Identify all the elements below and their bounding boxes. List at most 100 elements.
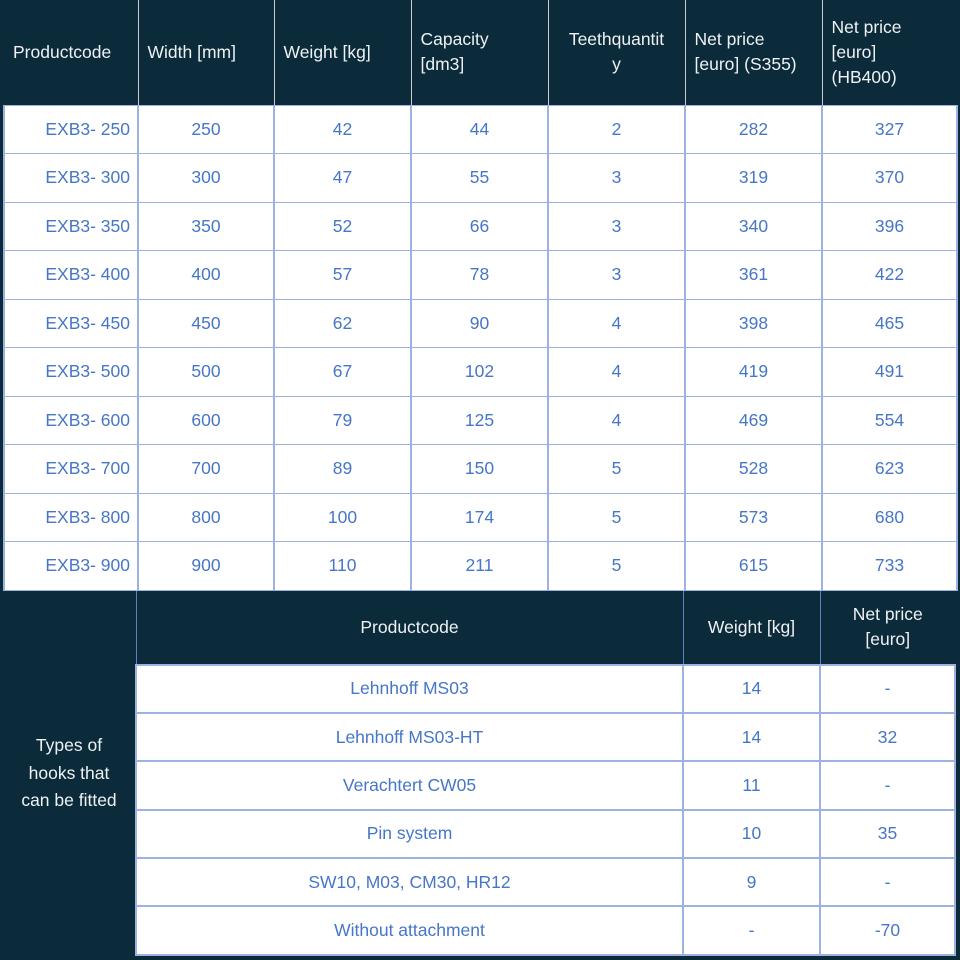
cell-productcode: EXB3- 400 xyxy=(3,250,139,300)
cell-weight: 79 xyxy=(273,395,412,445)
product-price-table: Productcode Width [mm] Weight [kg] Capac… xyxy=(3,0,958,591)
cell-capacity: 211 xyxy=(410,541,549,591)
hooks-column-header-productcode-label: Productcode xyxy=(360,617,459,638)
hooks-table-row: Lehnhoff MS03 14 - xyxy=(135,663,956,714)
cell-teethquantity: 5 xyxy=(547,444,686,494)
column-header-netprice-s355-label: Net price [euro] (S355) xyxy=(694,29,797,75)
table-row: EXB3- 900 900 110 211 5 615 733 xyxy=(3,541,958,591)
cell-width: 800 xyxy=(137,492,275,542)
table-row: EXB3- 350 350 52 66 3 340 396 xyxy=(3,201,958,251)
cell-hook-productcode: SW10, M03, CM30, HR12 xyxy=(135,857,684,908)
table-row: EXB3- 500 500 67 102 4 419 491 xyxy=(3,347,958,397)
table-row: EXB3- 300 300 47 55 3 319 370 xyxy=(3,153,958,203)
hooks-header-row: Productcode Weight [kg] Net price [euro] xyxy=(135,590,955,665)
table-row: EXB3- 250 250 42 44 2 282 327 xyxy=(3,104,958,154)
cell-weight: 47 xyxy=(273,153,412,203)
cell-productcode: EXB3- 700 xyxy=(3,444,139,494)
cell-weight: 57 xyxy=(273,250,412,300)
cell-weight: 62 xyxy=(273,298,412,348)
cell-capacity: 125 xyxy=(410,395,549,445)
cell-hook-weight: 14 xyxy=(682,711,821,763)
hooks-table-row: SW10, M03, CM30, HR12 9 - xyxy=(135,857,956,908)
cell-productcode: EXB3- 900 xyxy=(3,541,139,591)
hooks-table-row: Verachtert CW05 11 - xyxy=(135,760,956,811)
cell-netprice-s355: 398 xyxy=(684,298,823,348)
cell-teethquantity: 2 xyxy=(547,104,686,154)
cell-productcode: EXB3- 800 xyxy=(3,492,139,542)
cell-capacity: 66 xyxy=(410,201,549,251)
cell-hook-netprice: - xyxy=(819,663,956,714)
column-header-productcode-label: Productcode xyxy=(13,42,112,63)
cell-hook-weight: 11 xyxy=(682,760,821,811)
cell-netprice-s355: 340 xyxy=(684,201,823,251)
cell-productcode: EXB3- 300 xyxy=(3,153,139,203)
hooks-column-header-weight-label: Weight [kg] xyxy=(707,617,796,638)
cell-teethquantity: 4 xyxy=(547,298,686,348)
cell-netprice-s355: 528 xyxy=(684,444,823,494)
cell-width: 400 xyxy=(137,250,275,300)
cell-netprice-hb400: 680 xyxy=(821,492,958,542)
cell-hook-netprice: - xyxy=(819,857,956,908)
cell-netprice-s355: 469 xyxy=(684,395,823,445)
cell-width: 600 xyxy=(137,395,275,445)
column-header-netprice-hb400-label: Net price [euro] (HB400) xyxy=(831,16,902,87)
cell-width: 700 xyxy=(137,444,275,494)
cell-width: 300 xyxy=(137,153,275,203)
cell-productcode: EXB3- 600 xyxy=(3,395,139,445)
cell-width: 250 xyxy=(137,104,275,154)
cell-hook-productcode: Without attachment xyxy=(135,905,684,956)
column-header-teethquantity: Teethquantity xyxy=(548,0,686,105)
cell-netprice-hb400: 327 xyxy=(821,104,958,154)
cell-netprice-hb400: 370 xyxy=(821,153,958,203)
hooks-column-header-productcode: Productcode xyxy=(135,590,684,665)
cell-hook-netprice: -70 xyxy=(819,905,956,956)
cell-teethquantity: 3 xyxy=(547,153,686,203)
hooks-section: Types of hooks that can be fitted Produc… xyxy=(3,590,956,956)
column-header-capacity-label: Capacity [dm3] xyxy=(420,29,489,75)
table-row: EXB3- 800 800 100 174 5 573 680 xyxy=(3,492,958,542)
cell-netprice-hb400: 422 xyxy=(821,250,958,300)
cell-netprice-hb400: 396 xyxy=(821,201,958,251)
hooks-table: Productcode Weight [kg] Net price [euro]… xyxy=(135,590,956,956)
hooks-table-row: Without attachment - -70 xyxy=(135,905,956,956)
cell-hook-productcode: Pin system xyxy=(135,808,684,860)
cell-hook-netprice: 32 xyxy=(819,711,956,763)
cell-hook-productcode: Lehnhoff MS03 xyxy=(135,663,684,714)
cell-netprice-s355: 615 xyxy=(684,541,823,591)
cell-productcode: EXB3- 450 xyxy=(3,298,139,348)
cell-teethquantity: 5 xyxy=(547,492,686,542)
hooks-row-label-text: Types of hooks that can be fitted xyxy=(21,735,117,810)
cell-capacity: 90 xyxy=(410,298,549,348)
cell-teethquantity: 3 xyxy=(547,201,686,251)
cell-netprice-s355: 573 xyxy=(684,492,823,542)
column-header-netprice-s355: Net price [euro] (S355) xyxy=(685,0,823,105)
hooks-column-header-netprice: Net price [euro] xyxy=(820,590,955,665)
table-row: EXB3- 700 700 89 150 5 528 623 xyxy=(3,444,958,494)
column-header-teethquantity-label: Teethquantity xyxy=(568,29,665,75)
cell-hook-productcode: Lehnhoff MS03-HT xyxy=(135,711,684,763)
cell-hook-weight: 10 xyxy=(682,808,821,860)
cell-productcode: EXB3- 350 xyxy=(3,201,139,251)
table-header-row: Productcode Width [mm] Weight [kg] Capac… xyxy=(4,0,957,105)
cell-productcode: EXB3- 500 xyxy=(3,347,139,397)
hooks-row-label: Types of hooks that can be fitted xyxy=(3,590,135,956)
column-header-weight: Weight [kg] xyxy=(274,0,412,105)
cell-capacity: 102 xyxy=(410,347,549,397)
cell-width: 350 xyxy=(137,201,275,251)
cell-capacity: 44 xyxy=(410,104,549,154)
hooks-column-header-weight: Weight [kg] xyxy=(683,590,821,665)
cell-hook-netprice: - xyxy=(819,760,956,811)
table-row: EXB3- 400 400 57 78 3 361 422 xyxy=(3,250,958,300)
cell-weight: 100 xyxy=(273,492,412,542)
cell-width: 900 xyxy=(137,541,275,591)
table-row: EXB3- 450 450 62 90 4 398 465 xyxy=(3,298,958,348)
cell-width: 450 xyxy=(137,298,275,348)
cell-width: 500 xyxy=(137,347,275,397)
column-header-capacity: Capacity [dm3] xyxy=(411,0,549,105)
cell-capacity: 78 xyxy=(410,250,549,300)
cell-netprice-s355: 282 xyxy=(684,104,823,154)
cell-netprice-hb400: 491 xyxy=(821,347,958,397)
cell-hook-weight: 9 xyxy=(682,857,821,908)
cell-netprice-hb400: 733 xyxy=(821,541,958,591)
